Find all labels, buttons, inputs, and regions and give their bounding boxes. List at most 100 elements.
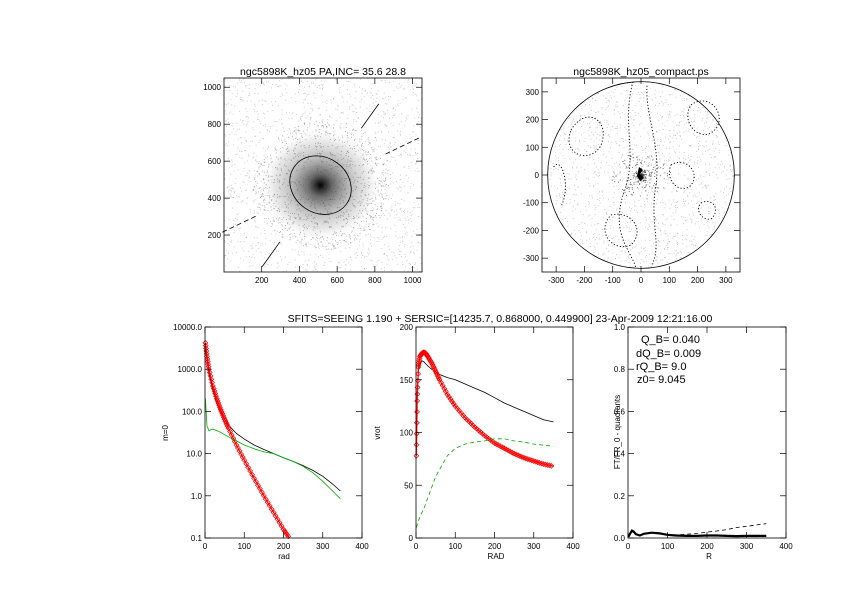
galaxy-pixel (317, 142, 319, 144)
galaxy-pixel (323, 157, 324, 159)
residual-pixel (586, 230, 587, 232)
y-tick-label: 1.0 (614, 323, 626, 332)
noise-pixel (370, 259, 372, 261)
noise-pixel (246, 140, 247, 142)
residual-pixel (643, 248, 645, 250)
noise-pixel (395, 105, 397, 107)
residual-pixel (584, 223, 586, 224)
galaxy-pixel (274, 220, 275, 222)
residual-pixel (636, 94, 638, 95)
residual-pixel (588, 112, 590, 114)
series-point-model (276, 519, 283, 526)
galaxy-pixel (331, 164, 333, 166)
galaxy-pixel (359, 205, 361, 207)
noise-pixel (230, 159, 232, 161)
noise-pixel (385, 113, 387, 115)
galaxy-pixel (262, 200, 264, 202)
noise-pixel (419, 114, 421, 116)
noise-pixel (404, 227, 406, 228)
galaxy-pixel (335, 147, 337, 149)
noise-pixel (413, 88, 414, 90)
galaxy-pixel (349, 164, 351, 166)
galaxy-pixel (348, 200, 350, 202)
noise-pixel (415, 154, 417, 156)
noise-pixel (350, 269, 352, 271)
series-point-model (546, 462, 553, 469)
noise-pixel (260, 265, 262, 267)
residual-pixel (595, 174, 597, 175)
galaxy-pixel (257, 206, 259, 208)
residual-pixel (665, 182, 667, 183)
noise-pixel (398, 83, 400, 85)
residual-pixel (608, 250, 610, 252)
noise-pixel (329, 116, 331, 118)
noise-pixel (316, 87, 318, 88)
noise-pixel (232, 207, 233, 209)
galaxy-pixel (368, 151, 370, 153)
noise-pixel (400, 187, 402, 188)
galaxy-pixel (331, 211, 333, 213)
noise-pixel (410, 154, 411, 156)
residual-pixel (656, 225, 658, 227)
noise-pixel (396, 149, 398, 151)
residual-pixel (589, 243, 591, 245)
residual-core-pixel (632, 191, 634, 193)
residual-pixel (571, 233, 572, 235)
noise-pixel (340, 241, 342, 243)
noise-pixel (263, 147, 265, 149)
galaxy-pixel (383, 185, 384, 187)
noise-pixel (377, 131, 379, 133)
residual-pixel (591, 131, 593, 133)
noise-pixel (392, 182, 394, 184)
residual-pixel (728, 193, 729, 195)
noise-pixel (382, 117, 384, 119)
noise-pixel (239, 79, 241, 81)
noise-pixel (253, 210, 255, 212)
galaxy-pixel (263, 165, 265, 166)
noise-pixel (410, 215, 412, 217)
fit-ellipse (289, 155, 352, 215)
residual-pixel (686, 166, 688, 167)
residual-pixel (732, 187, 734, 189)
noise-pixel (237, 147, 239, 149)
noise-pixel (238, 138, 239, 140)
galaxy-pixel (353, 218, 355, 219)
galaxy-pixel (268, 187, 270, 188)
noise-pixel (259, 203, 261, 205)
residual-pixel (627, 222, 629, 224)
galaxy-pixel (327, 122, 329, 124)
residual-pixel (616, 126, 618, 127)
series-point-model (211, 388, 218, 394)
residual-pixel (645, 158, 647, 160)
noise-pixel (417, 120, 419, 122)
residual-pixel (604, 119, 605, 121)
noise-pixel (226, 238, 228, 239)
noise-pixel (318, 256, 320, 258)
residual-pixel (690, 106, 692, 108)
galaxy-pixel (354, 206, 356, 208)
noise-pixel (249, 265, 251, 267)
galaxy-pixel (335, 193, 337, 195)
noise-pixel (390, 177, 392, 179)
galaxy-pixel (328, 203, 330, 205)
residual-pixel (668, 159, 670, 161)
noise-pixel (249, 170, 251, 172)
noise-pixel (388, 259, 390, 261)
noise-pixel (240, 257, 242, 259)
residual-pixel (652, 135, 654, 136)
residual-pixel (612, 197, 614, 198)
residual-core-pixel (646, 169, 648, 171)
residual-pixel (613, 216, 614, 218)
noise-pixel (383, 213, 384, 215)
residual-pixel (621, 138, 622, 139)
residual-core-pixel (653, 182, 655, 184)
residual-pixel (595, 145, 597, 146)
noise-pixel (310, 254, 311, 256)
residual-pixel (555, 212, 557, 214)
noise-pixel (401, 121, 403, 123)
noise-pixel (260, 245, 262, 247)
residual-pixel (572, 193, 574, 195)
galaxy-pixel (292, 229, 294, 231)
residual-pixel (624, 239, 626, 241)
